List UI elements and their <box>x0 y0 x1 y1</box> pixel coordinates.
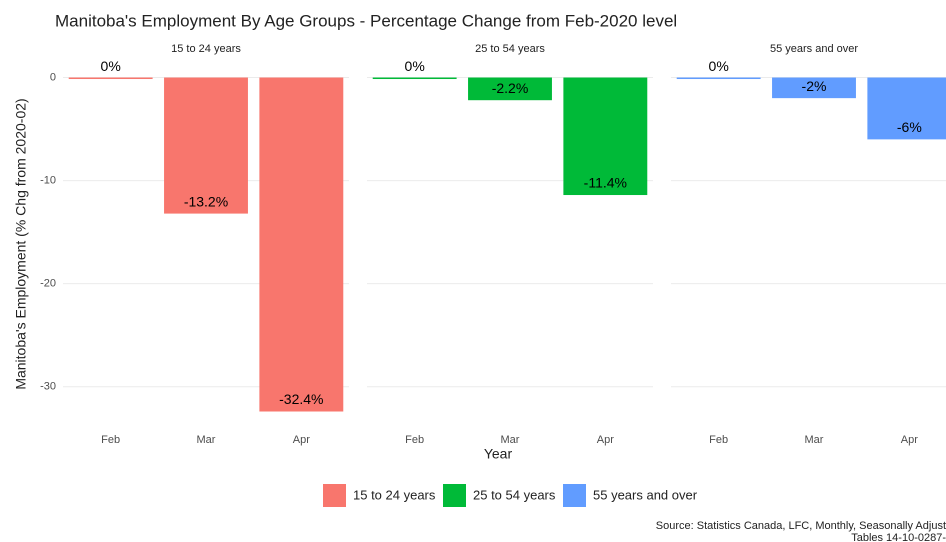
x-tick-label: Mar <box>501 434 520 446</box>
facet-label: 25 to 54 years <box>475 43 545 55</box>
bar <box>563 77 648 196</box>
legend-swatch <box>323 484 346 507</box>
data-label: -6% <box>897 119 922 135</box>
bar <box>867 77 946 140</box>
x-tick-label: Feb <box>709 434 728 446</box>
x-tick-label: Apr <box>901 434 918 446</box>
bar <box>164 77 248 214</box>
bar <box>676 77 761 80</box>
x-axis-label: Year <box>484 446 513 462</box>
bar <box>259 77 344 412</box>
data-label: -2.2% <box>492 80 529 96</box>
legend-label: 15 to 24 years <box>353 487 436 502</box>
chart-title: Manitoba's Employment By Age Groups - Pe… <box>55 11 677 30</box>
data-label: 0% <box>709 58 729 74</box>
data-label: -11.4% <box>584 175 627 191</box>
x-tick-label: Feb <box>405 434 424 446</box>
x-tick-label: Apr <box>293 434 310 446</box>
legend-label: 25 to 54 years <box>473 487 556 502</box>
y-tick-label: -30 <box>40 381 56 393</box>
bar <box>468 77 552 101</box>
data-label: -32.4% <box>279 391 323 407</box>
x-tick-label: Mar <box>197 434 216 446</box>
y-tick-label: 0 <box>50 71 56 83</box>
data-label: 0% <box>405 58 425 74</box>
bar <box>68 77 153 80</box>
legend-label: 55 years and over <box>593 487 698 502</box>
data-label: -2% <box>802 78 827 94</box>
y-tick-label: -10 <box>40 175 56 187</box>
legend-swatch <box>563 484 586 507</box>
caption: Source: Statistics Canada, LFC, Monthly,… <box>656 520 946 532</box>
legend-swatch <box>443 484 466 507</box>
caption: Tables 14-10-0287- <box>851 532 946 542</box>
y-tick-label: -20 <box>40 278 56 290</box>
y-axis-label: Manitoba's Employment (% Chg from 2020-0… <box>13 98 29 389</box>
x-tick-label: Feb <box>101 434 120 446</box>
facet-label: 55 years and over <box>770 43 858 55</box>
bar <box>772 77 856 99</box>
x-tick-label: Apr <box>597 434 614 446</box>
data-label: 0% <box>101 58 121 74</box>
data-label: -13.2% <box>184 193 228 209</box>
facet-label: 15 to 24 years <box>171 43 241 55</box>
x-tick-label: Mar <box>805 434 824 446</box>
bar <box>372 77 457 80</box>
